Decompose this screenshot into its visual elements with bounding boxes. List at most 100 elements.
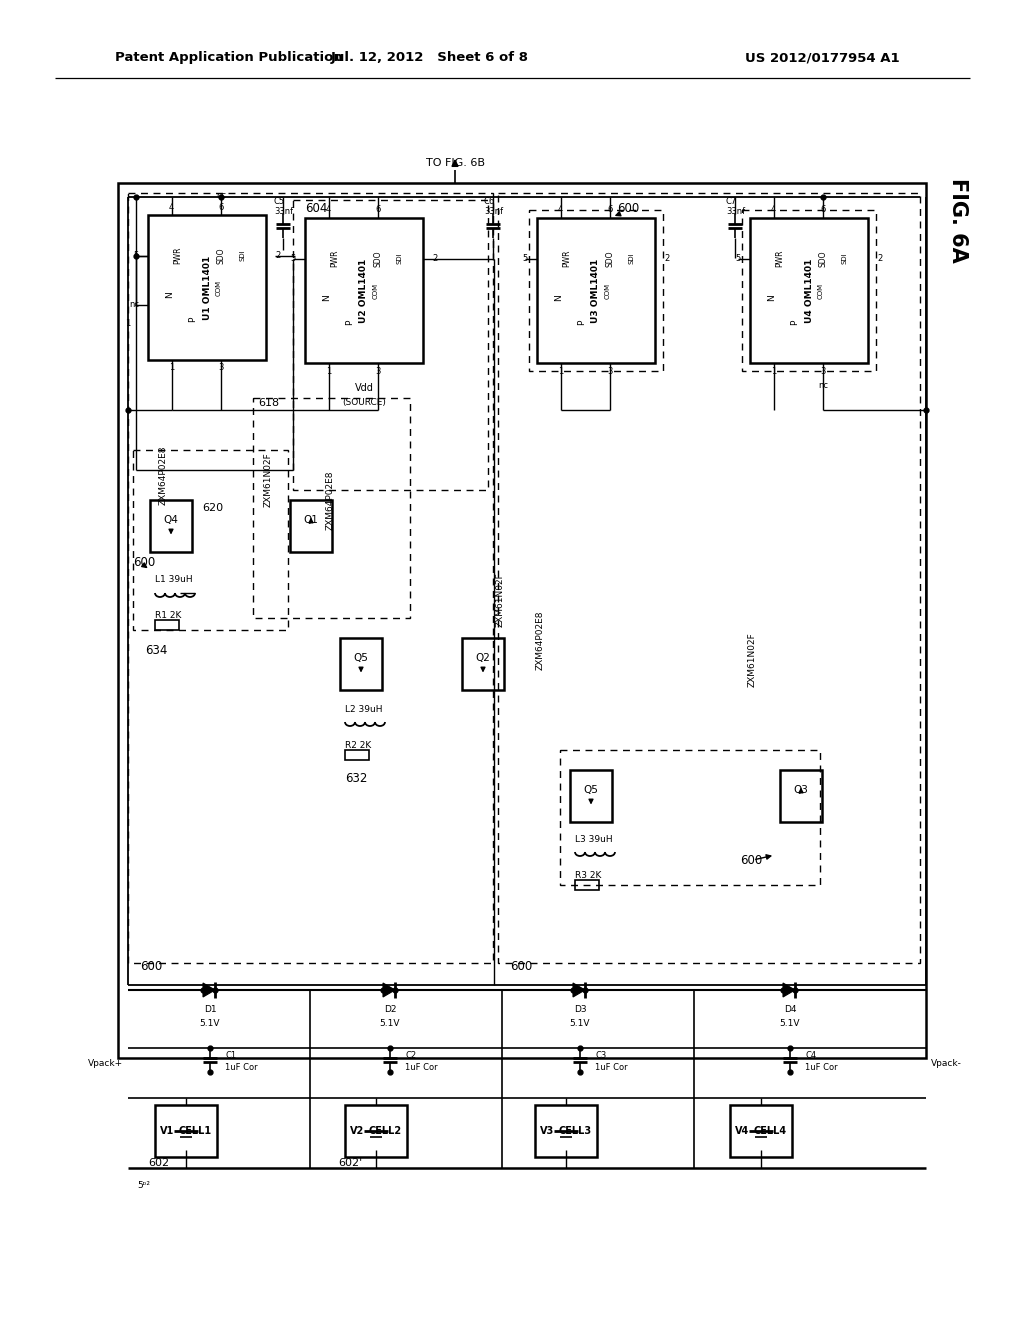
Text: Vpack-: Vpack- bbox=[931, 1059, 962, 1068]
Text: D4: D4 bbox=[783, 1006, 797, 1015]
Text: R3 2K: R3 2K bbox=[575, 870, 601, 879]
Text: 5.1V: 5.1V bbox=[380, 1019, 400, 1027]
Text: 5.1V: 5.1V bbox=[779, 1019, 800, 1027]
Text: N: N bbox=[554, 294, 563, 301]
Bar bbox=[340, 638, 382, 690]
Text: CELL2: CELL2 bbox=[369, 1126, 401, 1137]
Text: 3: 3 bbox=[607, 367, 612, 375]
Text: 5: 5 bbox=[522, 253, 528, 263]
Text: Q5: Q5 bbox=[584, 785, 598, 795]
Text: D2: D2 bbox=[384, 1006, 396, 1015]
Text: U1 OML1401: U1 OML1401 bbox=[203, 255, 212, 319]
Text: V2: V2 bbox=[350, 1126, 365, 1137]
Text: 1uF Cor: 1uF Cor bbox=[805, 1063, 838, 1072]
Text: SDO: SDO bbox=[605, 251, 614, 267]
Text: nc: nc bbox=[818, 380, 828, 389]
Text: 2: 2 bbox=[664, 253, 670, 263]
Text: Q2: Q2 bbox=[475, 653, 490, 663]
Text: 5: 5 bbox=[736, 253, 741, 263]
Text: ZXM61N02F: ZXM61N02F bbox=[263, 453, 272, 507]
Polygon shape bbox=[383, 983, 395, 997]
Text: 3: 3 bbox=[820, 367, 825, 375]
Text: 5.1V: 5.1V bbox=[200, 1019, 220, 1027]
Text: 620: 620 bbox=[202, 503, 223, 513]
Bar bbox=[150, 500, 193, 552]
Text: 2: 2 bbox=[877, 253, 883, 263]
Text: Vdd: Vdd bbox=[354, 383, 374, 393]
Text: U2 OML1401: U2 OML1401 bbox=[359, 259, 369, 322]
Text: 6: 6 bbox=[376, 206, 381, 214]
Text: 600: 600 bbox=[617, 202, 639, 215]
Text: Vpack+: Vpack+ bbox=[88, 1059, 123, 1068]
Text: PWR: PWR bbox=[173, 247, 182, 264]
Text: ZXM61N02F: ZXM61N02F bbox=[496, 573, 505, 627]
Text: P: P bbox=[578, 319, 587, 325]
Text: ZXM64P02E8: ZXM64P02E8 bbox=[159, 445, 168, 504]
Bar bbox=[293, 201, 488, 490]
Text: 6: 6 bbox=[218, 202, 224, 211]
Text: C1: C1 bbox=[225, 1051, 237, 1060]
Text: 5: 5 bbox=[291, 253, 296, 263]
Text: L1 39uH: L1 39uH bbox=[155, 576, 193, 585]
Text: SDO: SDO bbox=[217, 247, 225, 264]
Text: U4 OML1401: U4 OML1401 bbox=[805, 259, 813, 322]
Text: P: P bbox=[188, 317, 198, 322]
Text: 1uF Cor: 1uF Cor bbox=[595, 1063, 628, 1072]
Text: SDI: SDI bbox=[240, 249, 246, 261]
Text: 6: 6 bbox=[607, 206, 612, 214]
Text: 2: 2 bbox=[432, 253, 437, 263]
Text: N: N bbox=[322, 294, 331, 301]
Bar bbox=[529, 210, 663, 371]
Text: 4: 4 bbox=[169, 202, 174, 211]
Text: 2: 2 bbox=[275, 251, 281, 260]
Text: SDO: SDO bbox=[818, 251, 827, 267]
Polygon shape bbox=[573, 983, 585, 997]
Text: SDI: SDI bbox=[842, 253, 848, 264]
Text: Jul. 12, 2012   Sheet 6 of 8: Jul. 12, 2012 Sheet 6 of 8 bbox=[331, 51, 529, 65]
Bar bbox=[535, 1105, 597, 1158]
Bar bbox=[290, 500, 332, 552]
Bar bbox=[570, 770, 612, 822]
Text: PWR: PWR bbox=[330, 249, 339, 268]
Text: C7: C7 bbox=[726, 198, 737, 206]
Bar bbox=[253, 399, 410, 618]
Text: N: N bbox=[767, 294, 776, 301]
Bar bbox=[730, 1105, 792, 1158]
Text: CELL4: CELL4 bbox=[754, 1126, 786, 1137]
Bar bbox=[780, 770, 822, 822]
Bar bbox=[345, 1105, 407, 1158]
Text: 1uF Cor: 1uF Cor bbox=[406, 1063, 437, 1072]
Text: 1: 1 bbox=[326, 367, 331, 375]
Bar bbox=[750, 218, 868, 363]
Text: 1: 1 bbox=[771, 367, 776, 375]
Text: C4: C4 bbox=[805, 1051, 816, 1060]
Text: R2 2K: R2 2K bbox=[345, 741, 372, 750]
Text: 5.1V: 5.1V bbox=[569, 1019, 590, 1027]
Text: 632: 632 bbox=[345, 771, 368, 784]
Text: L3 39uH: L3 39uH bbox=[575, 836, 612, 845]
Text: 634: 634 bbox=[145, 644, 167, 656]
Text: 33nf: 33nf bbox=[484, 206, 503, 215]
Text: Q3: Q3 bbox=[794, 785, 808, 795]
Text: 3: 3 bbox=[376, 367, 381, 375]
Text: C2: C2 bbox=[406, 1051, 416, 1060]
Text: V4: V4 bbox=[735, 1126, 750, 1137]
Text: (SOURCE): (SOURCE) bbox=[342, 399, 386, 408]
Text: C5: C5 bbox=[274, 198, 285, 206]
Bar bbox=[148, 215, 266, 360]
Text: 4: 4 bbox=[558, 206, 563, 214]
Text: 602: 602 bbox=[148, 1158, 169, 1168]
Bar bbox=[155, 1105, 217, 1158]
Text: D1: D1 bbox=[204, 1006, 216, 1015]
Text: COM: COM bbox=[216, 280, 222, 296]
Text: 604: 604 bbox=[305, 202, 328, 214]
Text: 618: 618 bbox=[258, 399, 280, 408]
Text: PWR: PWR bbox=[775, 249, 784, 268]
Text: COM: COM bbox=[373, 282, 379, 298]
Text: Q4: Q4 bbox=[164, 515, 178, 525]
Text: 1: 1 bbox=[169, 363, 174, 372]
Text: 4: 4 bbox=[771, 206, 776, 214]
Text: SDI: SDI bbox=[396, 253, 402, 264]
Bar bbox=[155, 620, 179, 630]
Text: PWR: PWR bbox=[562, 249, 571, 268]
